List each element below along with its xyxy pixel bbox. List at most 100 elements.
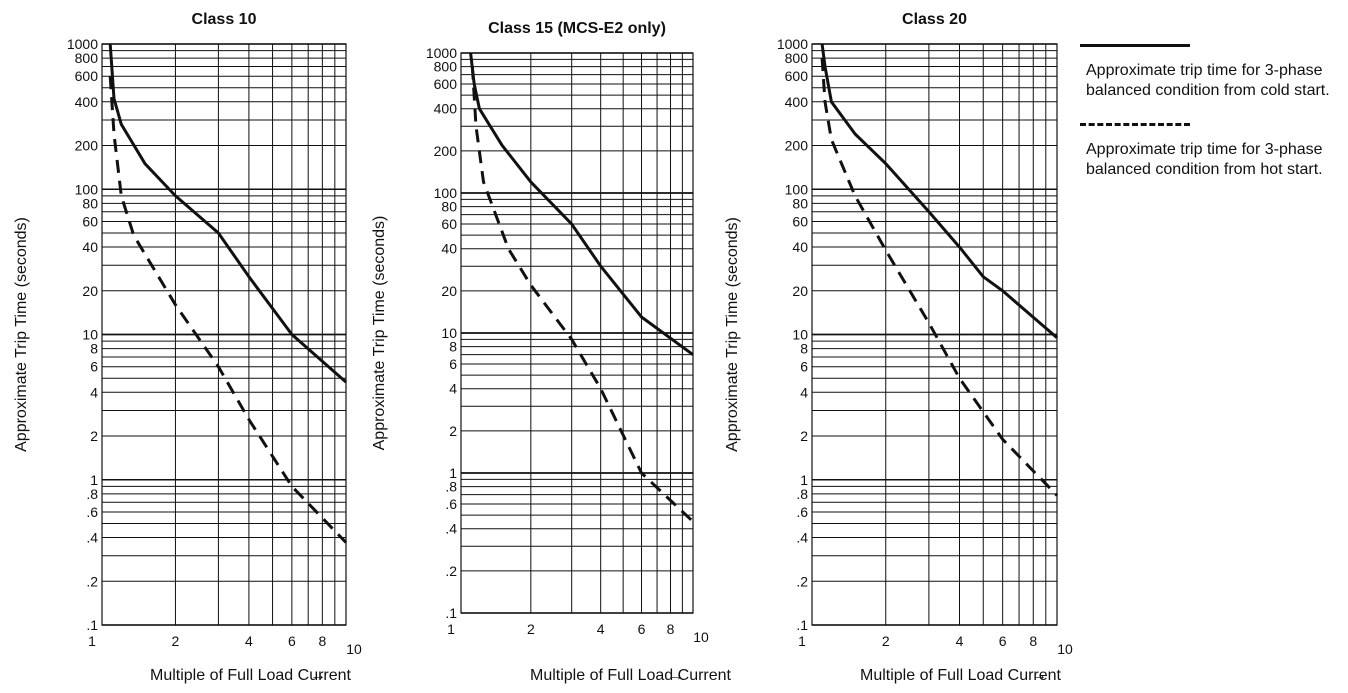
- y-tick-label: 60: [441, 216, 457, 232]
- y-tick-label: .4: [796, 530, 808, 546]
- x-axis-label: Multiple of Full Load Current: [530, 667, 732, 684]
- y-tick-label: 100: [434, 185, 458, 201]
- chart-title: Class 15 (MCS-E2 only): [488, 20, 666, 37]
- y-tick-label: 10: [792, 327, 808, 343]
- x-tick-label: 8: [1029, 633, 1037, 649]
- y-tick-label: 40: [82, 239, 98, 255]
- legend-solid-line: [1080, 44, 1190, 47]
- y-tick-label: 4: [800, 384, 808, 400]
- y-tick-label: 2: [90, 428, 98, 444]
- y-tick-label: 20: [441, 283, 457, 299]
- x-axis-arrow: →: [1031, 667, 1047, 684]
- chart-title: Class 10: [192, 11, 257, 28]
- y-tick-label: .8: [796, 486, 808, 502]
- y-tick-label: 100: [785, 181, 809, 197]
- y-tick-label: 1: [449, 465, 457, 481]
- y-tick-label: 1: [800, 472, 808, 488]
- series-hot-start-line: [470, 66, 695, 523]
- x-tick-label: 10: [1057, 641, 1073, 657]
- y-tick-label: 1000: [67, 36, 98, 52]
- y-tick-label: 4: [449, 381, 457, 397]
- x-axis-label: Multiple of Full Load Current: [860, 667, 1062, 684]
- x-tick-label: 2: [882, 633, 890, 649]
- y-tick-label: 10: [441, 325, 457, 341]
- x-axis-label: Multiple of Full Load Current: [150, 667, 352, 684]
- x-tick-label: 6: [288, 633, 296, 649]
- chart-panel-3: [811, 43, 1059, 626]
- y-tick-label: 200: [785, 138, 809, 154]
- plot-frame: [811, 43, 1058, 626]
- y-tick-label: 60: [82, 213, 98, 229]
- x-tick-label: 4: [597, 621, 605, 637]
- y-tick-label: .1: [445, 605, 457, 621]
- y-tick-label: 800: [434, 59, 458, 75]
- x-axis-arrow: →: [310, 667, 326, 684]
- legend: Approximate trip time for 3-phase balanc…: [1080, 40, 1340, 202]
- y-tick-label: .6: [445, 496, 457, 512]
- y-tick-label: 6: [90, 359, 98, 375]
- x-tick-label: 6: [638, 621, 646, 637]
- x-tick-label: 4: [956, 633, 964, 649]
- y-tick-label: 200: [75, 138, 99, 154]
- y-tick-label: 800: [785, 50, 809, 66]
- series-cold-start-line: [108, 43, 347, 384]
- y-tick-label: 80: [441, 199, 457, 215]
- y-tick-label: 20: [792, 283, 808, 299]
- y-tick-label: 600: [785, 68, 809, 84]
- x-tick-label: 8: [318, 633, 326, 649]
- x-tick-label: 10: [346, 641, 362, 657]
- y-tick-label: .4: [445, 521, 457, 537]
- y-tick-label: 1000: [777, 36, 808, 52]
- plot-frame: [101, 43, 347, 626]
- legend-solid-text: Approximate trip time for 3-phase balanc…: [1086, 62, 1330, 99]
- chart-title: Class 20: [902, 11, 967, 28]
- x-tick-label: 6: [999, 633, 1007, 649]
- y-tick-label: 2: [800, 428, 808, 444]
- x-tick-label: 10: [693, 629, 709, 645]
- chart-panel-2: [460, 52, 695, 614]
- y-tick-label: .8: [445, 479, 457, 495]
- series-cold-start-line: [469, 52, 694, 356]
- chart-panel-1: [101, 43, 348, 626]
- y-tick-label: 400: [785, 94, 809, 110]
- legend-dashed-text: Approximate trip time for 3-phase balanc…: [1086, 141, 1323, 178]
- y-tick-label: 600: [434, 76, 458, 92]
- series-hot-start-line: [108, 76, 348, 544]
- y-tick-label: 10: [82, 327, 98, 343]
- y-tick-label: 20: [82, 283, 98, 299]
- legend-dashed-line: [1080, 123, 1190, 126]
- y-tick-label: .8: [86, 486, 98, 502]
- y-tick-label: .6: [796, 504, 808, 520]
- y-tick-label: 4: [90, 384, 98, 400]
- y-tick-label: .4: [86, 530, 98, 546]
- y-tick-label: 600: [75, 68, 99, 84]
- y-tick-label: 6: [800, 359, 808, 375]
- y-tick-label: 8: [449, 339, 457, 355]
- y-axis-label: Approximate Trip Time (seconds): [13, 217, 30, 452]
- y-axis-label: Approximate Trip Time (seconds): [371, 216, 388, 451]
- y-tick-label: 100: [75, 181, 99, 197]
- y-axis-label: Approximate Trip Time (seconds): [724, 217, 741, 452]
- y-tick-label: 6: [449, 356, 457, 372]
- y-tick-label: .1: [86, 617, 98, 633]
- series-hot-start-line: [820, 58, 1059, 497]
- x-tick-label: 4: [245, 633, 253, 649]
- y-tick-label: 8: [800, 341, 808, 357]
- y-tick-label: .1: [796, 617, 808, 633]
- y-tick-label: 800: [75, 50, 99, 66]
- x-tick-label: 2: [527, 621, 535, 637]
- y-tick-label: 2: [449, 423, 457, 439]
- x-tick-label: 1: [88, 633, 96, 649]
- y-tick-label: 80: [792, 195, 808, 211]
- x-tick-label: 1: [798, 633, 806, 649]
- series-cold-start-line: [820, 43, 1058, 339]
- y-tick-label: 400: [75, 94, 99, 110]
- y-tick-label: 80: [82, 195, 98, 211]
- y-tick-label: .2: [86, 573, 98, 589]
- y-tick-label: 1000: [426, 45, 457, 61]
- plot-frame: [460, 52, 694, 614]
- y-tick-label: 8: [90, 341, 98, 357]
- x-axis-arrow: →: [668, 667, 684, 684]
- x-tick-label: 1: [447, 621, 455, 637]
